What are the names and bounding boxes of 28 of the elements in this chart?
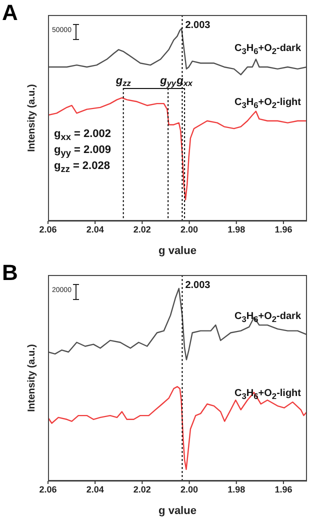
x-axis-title: g value (158, 245, 196, 257)
annotation: g$_{yy}$ = 2.009 (54, 144, 111, 158)
x-tick-label: 2.06 (39, 484, 57, 494)
y-axis-title: Intensity (a.u.) (26, 344, 38, 412)
x-tick-label: 2.02 (133, 224, 151, 234)
x-tick-label: 2.04 (86, 224, 104, 234)
ref-line-label: 2.003 (185, 20, 211, 31)
x-tick-label: 2.06 (39, 224, 57, 234)
x-tick-label: 1.96 (274, 224, 292, 234)
chart-title: B (2, 260, 18, 286)
x-tick-label: 2.02 (133, 484, 151, 494)
annotation: g$_{zz}$ = 2.028 (54, 160, 110, 174)
ref-line-label: g$_{xx}$ (176, 75, 193, 89)
ref-line-label: g$_{yy}$ (159, 75, 176, 89)
ref-line-label: g$_{zz}$ (114, 75, 132, 89)
x-tick-label: 1.98 (228, 224, 246, 234)
x-tick-label: 2.00 (180, 224, 198, 234)
series-label: C$_{3}$H$_{6}$+O$_{2}$-light (234, 96, 301, 110)
series-label: C$_{3}$H$_{6}$+O$_{2}$-dark (234, 42, 301, 56)
chart-title: A (2, 0, 18, 26)
annotation: g$_{xx}$ = 2.002 (54, 128, 111, 142)
y-axis-title: Intensity (a.u.) (26, 84, 38, 152)
x-axis-title: g value (158, 505, 196, 517)
x-tick-label: 2.04 (86, 484, 104, 494)
x-tick-label: 1.98 (228, 484, 246, 494)
ref-line-label: 2.003 (185, 280, 211, 291)
x-tick-label: 2.00 (180, 484, 198, 494)
x-tick-label: 1.96 (274, 484, 292, 494)
